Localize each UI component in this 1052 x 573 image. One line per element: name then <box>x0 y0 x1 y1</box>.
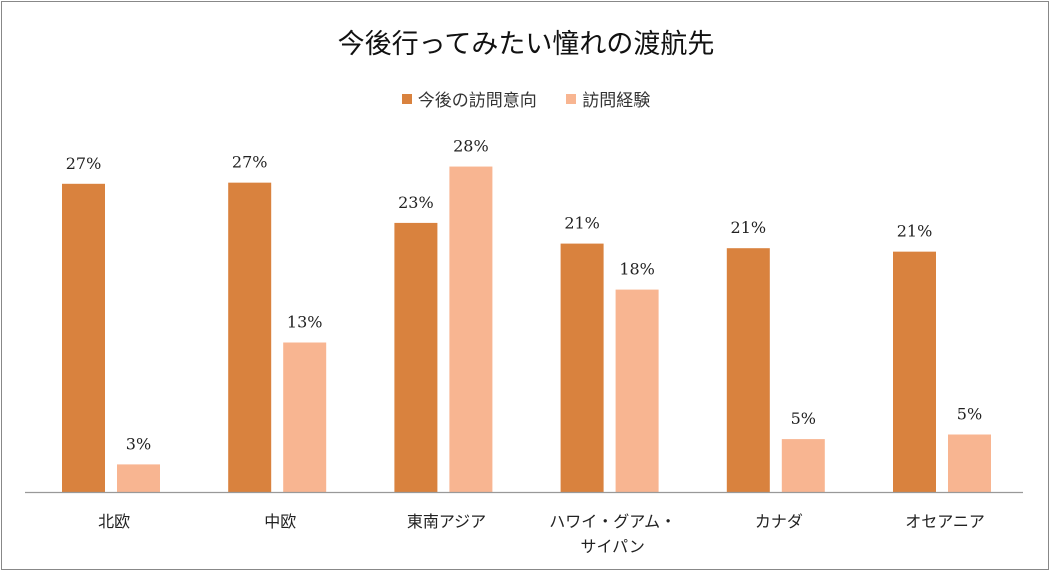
bar-experience <box>283 342 327 492</box>
data-label: 21% <box>897 222 933 241</box>
chart-title: 今後行ってみたい憧れの渡航先 <box>337 29 715 60</box>
legend: 今後の訪問意向 訪問経験 <box>0 86 1052 111</box>
legend-label-intent: 今後の訪問意向 <box>417 91 537 111</box>
data-label: 13% <box>287 313 323 332</box>
legend-swatch-experience <box>566 93 577 104</box>
category-label: カナダ <box>755 512 803 531</box>
data-label: 23% <box>398 193 434 212</box>
data-label: 5% <box>791 409 816 428</box>
category-label: サイパン <box>580 537 644 556</box>
bar-intent <box>893 251 936 492</box>
data-label: 21% <box>731 218 767 237</box>
bar-experience <box>948 434 991 492</box>
bar-intent <box>228 182 272 492</box>
legend-swatch-intent <box>401 93 412 104</box>
legend-item-intent: 今後の訪問意向 <box>401 86 537 111</box>
bar-experience <box>781 439 825 492</box>
data-label: 18% <box>619 260 655 279</box>
bar-intent <box>560 243 604 492</box>
category-label: オセアニア <box>905 512 985 531</box>
data-label: 27% <box>66 154 102 173</box>
bar-experience <box>615 289 659 492</box>
bar-experience <box>449 166 493 493</box>
data-label: 27% <box>232 153 268 172</box>
category-label: ハワイ・グアム・ <box>549 512 676 531</box>
legend-item-experience: 訪問経験 <box>566 86 650 111</box>
data-label: 28% <box>453 137 489 156</box>
bar-experience <box>117 464 160 492</box>
category-label: 東南アジア <box>407 512 486 531</box>
legend-label-experience: 訪問経験 <box>582 91 651 111</box>
bar-intent <box>62 183 105 493</box>
data-label: 5% <box>957 405 982 424</box>
category-label: 北欧 <box>98 512 130 531</box>
data-label: 21% <box>564 214 600 233</box>
bar-intent <box>394 222 438 492</box>
data-label: 3% <box>126 434 151 453</box>
bar-intent <box>726 248 770 492</box>
category-label: 中欧 <box>264 512 296 531</box>
